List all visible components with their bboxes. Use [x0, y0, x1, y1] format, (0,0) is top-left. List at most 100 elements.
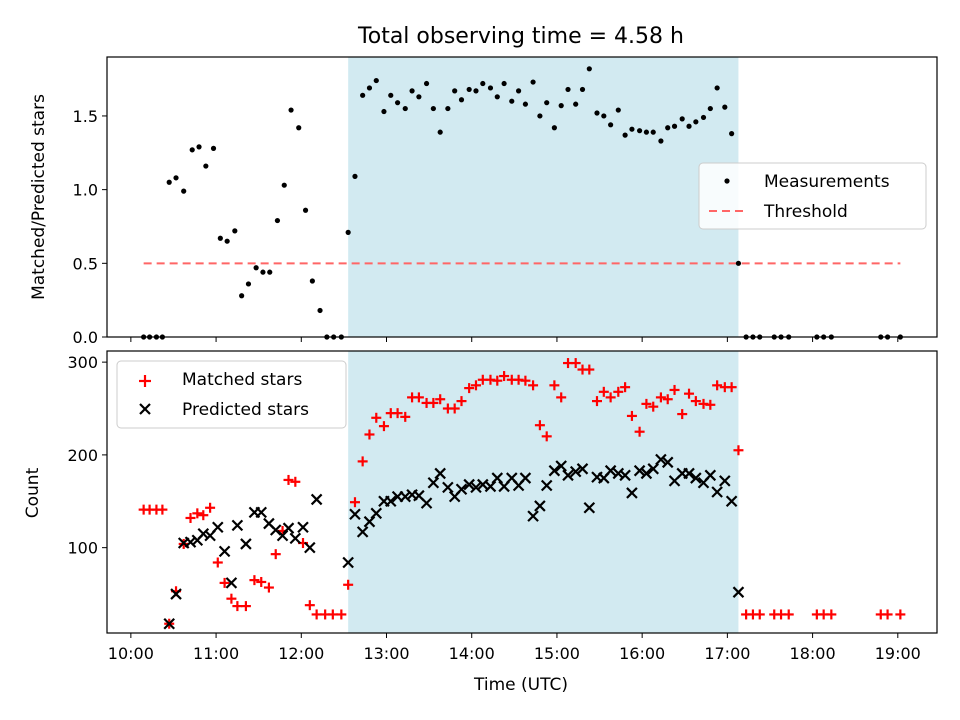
- measurement-point: [586, 66, 592, 72]
- matched-star-point: [556, 392, 567, 403]
- x-tick-label: 17:00: [704, 644, 750, 663]
- measurement-point: [173, 175, 179, 181]
- matched-star-point: [357, 456, 368, 467]
- top-plot-frame: [106, 56, 938, 338]
- matched-star-point: [520, 375, 531, 386]
- top-x-ticks: [130, 337, 899, 342]
- predicted-star-point: [583, 501, 596, 514]
- matched-star-point: [690, 396, 701, 407]
- matched-star-point: [726, 382, 737, 393]
- matched-star-point: [733, 445, 744, 456]
- predicted-star-point: [690, 472, 702, 484]
- predicted-star-point: [455, 483, 468, 495]
- predicted-star-point: [683, 467, 695, 480]
- measurement-point: [281, 182, 287, 188]
- predicted-star-point: [655, 453, 667, 466]
- matched-star-point: [605, 392, 616, 403]
- matched-star-point: [669, 384, 680, 395]
- measurement-point: [622, 132, 628, 138]
- measurement-point: [232, 228, 238, 234]
- measurement-point: [643, 129, 650, 135]
- matched-star-point: [343, 579, 354, 590]
- measurement-point: [714, 85, 720, 91]
- measurement-point: [594, 110, 600, 116]
- matched-star-point: [428, 397, 439, 408]
- matched-star-point: [400, 411, 411, 422]
- predicted-star-point: [647, 463, 660, 475]
- measurement-point: [707, 105, 713, 112]
- matched-star-point: [311, 609, 322, 620]
- matched-star-point: [641, 398, 652, 409]
- measurement-point: [515, 88, 522, 94]
- matched-star-point: [598, 386, 609, 397]
- measurement-point: [437, 129, 443, 135]
- predicted-star-point: [231, 519, 244, 532]
- bottom-y-tick-label: 100: [67, 539, 98, 558]
- predicted-star-point: [370, 507, 383, 520]
- measurement-point: [224, 238, 230, 244]
- measurement-point: [466, 86, 472, 93]
- top-y-tick-label: 1.5: [73, 107, 98, 126]
- measurement-point: [700, 114, 707, 121]
- measurement-point: [409, 88, 415, 94]
- predicted-star-point: [626, 487, 638, 499]
- measurement-point: [530, 79, 536, 85]
- legend-measurements-marker: [724, 178, 730, 184]
- matched-star-point: [684, 388, 695, 399]
- predicted-star-point: [534, 500, 546, 512]
- measurement-point: [452, 88, 458, 94]
- predicted-star-point: [310, 493, 323, 506]
- measurement-point: [366, 85, 373, 91]
- measurement-point: [671, 123, 678, 129]
- measurement-point: [473, 88, 479, 94]
- matched-star-point: [541, 431, 552, 442]
- matched-star-point: [626, 410, 637, 421]
- matched-star-point: [754, 609, 765, 620]
- bottom-shaded-region: [348, 351, 739, 633]
- legend-measurements-label: Measurements: [764, 172, 890, 192]
- predicted-star-point: [442, 481, 454, 494]
- matched-stars-series: [138, 358, 906, 629]
- matched-star-point: [895, 609, 906, 620]
- matched-star-point: [212, 557, 223, 568]
- measurement-point: [722, 104, 728, 110]
- matched-star-point: [677, 409, 688, 420]
- legend-matched-label: Matched stars: [182, 370, 302, 390]
- predicted-star-point: [640, 467, 653, 480]
- predicted-star-point: [540, 479, 553, 492]
- x-tick-label: 10:00: [108, 644, 154, 663]
- measurement-point: [381, 108, 387, 115]
- predicted-star-point: [661, 456, 674, 469]
- measurement-point: [565, 86, 571, 93]
- measurement-point: [679, 116, 685, 122]
- matched-star-point: [185, 512, 196, 523]
- measurement-point: [573, 101, 579, 107]
- measurement-point: [166, 179, 172, 185]
- measurement-point: [522, 101, 529, 107]
- matched-star-point: [591, 396, 602, 407]
- measurement-point: [402, 105, 408, 112]
- measurement-point: [260, 269, 266, 275]
- matched-star-point: [464, 383, 475, 394]
- matched-star-point: [364, 429, 375, 440]
- measurement-point: [388, 92, 394, 98]
- predicted-star-point: [399, 490, 412, 503]
- predicted-star-point: [612, 467, 625, 480]
- top-y-axis: 0.0 0.5 1.0 1.5: [73, 107, 107, 347]
- measurement-point: [239, 293, 245, 299]
- bottom-y-tick-label: 200: [67, 446, 98, 465]
- measurement-point: [579, 86, 586, 93]
- matched-star-point: [283, 474, 294, 485]
- measurement-point: [288, 107, 294, 113]
- predicted-star-point: [225, 577, 238, 589]
- measurement-point: [203, 163, 209, 169]
- predicted-star-point: [384, 495, 397, 508]
- predicted-star-point: [184, 536, 197, 548]
- predicted-stars-series: [163, 453, 745, 630]
- matched-star-point: [256, 576, 267, 587]
- measurement-point: [735, 260, 742, 266]
- matched-star-point: [226, 593, 237, 604]
- predicted-star-point: [548, 464, 561, 477]
- predicted-star-point: [356, 526, 369, 538]
- measurement-point: [480, 80, 486, 87]
